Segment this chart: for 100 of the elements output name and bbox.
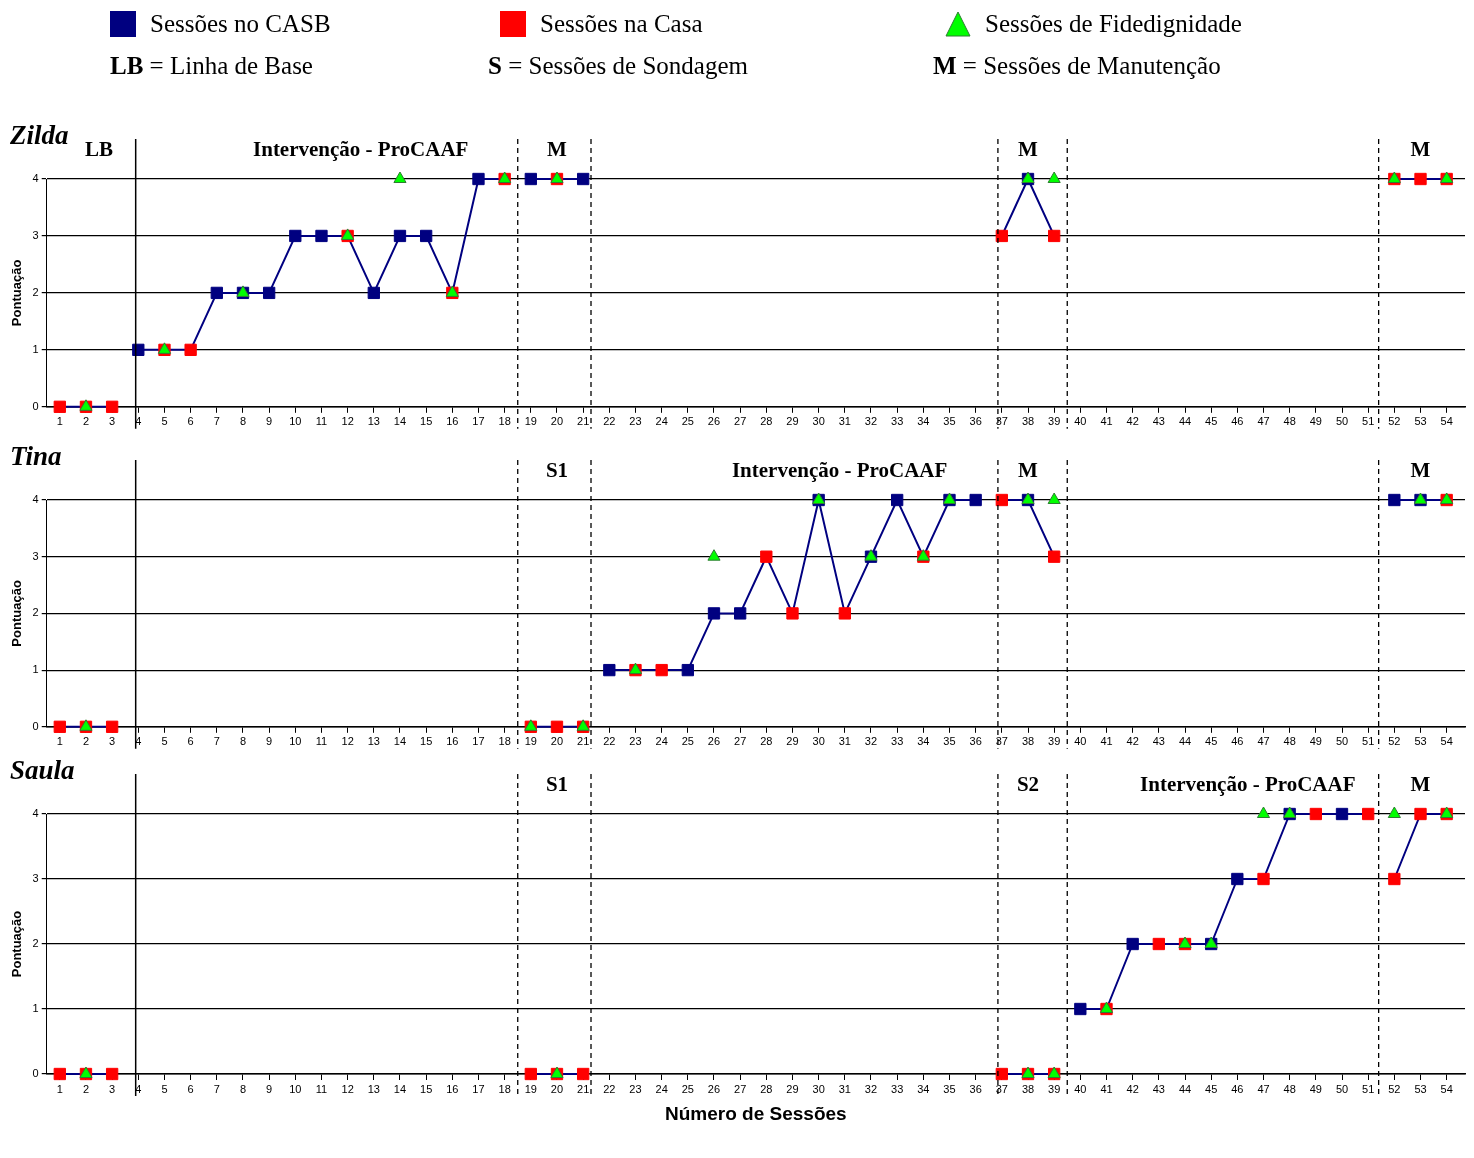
x-tick-label: 51 — [1362, 1082, 1375, 1095]
x-tick-label: 52 — [1388, 735, 1401, 748]
x-tick-label: 27 — [734, 415, 747, 428]
y-axis-title: Pontuação — [9, 580, 25, 647]
x-tick-label: 39 — [1048, 1082, 1061, 1095]
x-tick-label: 14 — [393, 735, 407, 748]
x-tick-label: 18 — [498, 415, 511, 428]
x-tick-label: 2 — [82, 415, 90, 428]
x-tick-label: 19 — [524, 735, 537, 748]
x-tick-label: 16 — [446, 1082, 459, 1095]
x-tick-label: 54 — [1440, 415, 1453, 428]
x-tick-label: 40 — [1074, 415, 1087, 428]
x-tick-label: 44 — [1178, 1082, 1192, 1095]
x-tick-label: 3 — [109, 735, 116, 748]
x-tick-label: 26 — [707, 415, 721, 428]
x-tick-label: 43 — [1152, 1082, 1165, 1095]
x-tick-label: 5 — [161, 1082, 168, 1095]
x-tick-label: 16 — [446, 735, 459, 748]
x-tick-label: 9 — [266, 415, 273, 428]
x-tick-label: 18 — [498, 1082, 511, 1095]
x-tick-label: 32 — [864, 735, 878, 748]
x-tick-label: 18 — [498, 735, 511, 748]
x-tick-label: 8 — [239, 415, 247, 428]
x-tick-label: 23 — [629, 735, 642, 748]
x-tick-label: 2 — [82, 1082, 90, 1095]
x-tick-label: 22 — [603, 415, 616, 428]
x-tick-label: 5 — [161, 415, 168, 428]
y-tick-label: 0 — [32, 399, 39, 412]
chart-title: Tina — [10, 441, 62, 472]
x-tick-label: 8 — [239, 735, 247, 748]
x-tick-label: 35 — [943, 735, 956, 748]
x-tick-label: 9 — [266, 735, 273, 748]
x-tick-label: 32 — [864, 415, 878, 428]
x-tick-label: 12 — [341, 735, 354, 748]
x-tick-label: 31 — [838, 1082, 851, 1095]
x-tick-label: 46 — [1231, 1082, 1244, 1095]
x-tick-label: 21 — [577, 1082, 590, 1095]
x-tick-label: 52 — [1388, 415, 1401, 428]
x-tick-label: 25 — [681, 415, 694, 428]
x-tick-label: 43 — [1152, 415, 1165, 428]
x-tick-label: 28 — [760, 1082, 773, 1095]
x-tick-label: 37 — [995, 1082, 1008, 1095]
x-tick-label: 32 — [864, 1082, 878, 1095]
x-tick-label: 48 — [1283, 1082, 1296, 1095]
x-tick-label: 17 — [472, 415, 485, 428]
x-tick-label: 30 — [812, 415, 825, 428]
x-tick-label: 12 — [341, 415, 354, 428]
x-tick-label: 5 — [161, 735, 168, 748]
x-tick-label: 52 — [1388, 1082, 1401, 1095]
legend-label: Sessões na Casa — [540, 10, 703, 38]
x-tick-label: 6 — [187, 1082, 194, 1095]
x-tick-label: 10 — [289, 415, 302, 428]
x-tick-label: 51 — [1362, 735, 1375, 748]
text: M — [1410, 457, 1431, 482]
x-axis-title: Número de Sessões — [665, 1102, 847, 1124]
x-tick-label: 13 — [367, 1082, 380, 1095]
x-tick-label: 48 — [1283, 415, 1296, 428]
text: Intervenção - ProCAAF — [1140, 771, 1356, 796]
x-tick-label: 40 — [1074, 735, 1087, 748]
x-tick-label: 28 — [760, 735, 773, 748]
x-tick-label: 41 — [1100, 1082, 1113, 1095]
text: LB = Linha de Base — [110, 52, 314, 80]
x-tick-label: 29 — [786, 1082, 799, 1095]
text: M — [547, 136, 568, 161]
x-tick-label: 7 — [213, 1082, 220, 1095]
x-tick-label: 11 — [315, 415, 328, 428]
x-tick-label: 34 — [917, 735, 930, 748]
x-tick-label: 51 — [1362, 415, 1375, 428]
y-tick-label: 3 — [32, 872, 39, 885]
x-tick-label: 3 — [109, 415, 116, 428]
text: Intervenção - ProCAAF — [731, 457, 948, 482]
x-tick-label: 25 — [681, 735, 694, 748]
text: M — [1410, 136, 1431, 161]
x-tick-label: 45 — [1205, 415, 1218, 428]
x-tick-label: 45 — [1205, 1082, 1218, 1095]
x-tick-label: 38 — [1021, 735, 1035, 748]
y-tick-label: 0 — [32, 719, 39, 732]
x-tick-label: 23 — [629, 415, 642, 428]
x-tick-label: 1 — [56, 1082, 63, 1095]
x-tick-label: 24 — [655, 1082, 668, 1095]
x-tick-label: 9 — [266, 1082, 273, 1095]
x-tick-label: 19 — [524, 1082, 537, 1095]
x-tick-label: 10 — [289, 735, 302, 748]
x-tick-label: 39 — [1048, 735, 1061, 748]
x-tick-label: 20 — [550, 415, 564, 428]
x-tick-label: 28 — [760, 415, 773, 428]
x-tick-label: 35 — [943, 415, 956, 428]
x-tick-label: 24 — [655, 415, 668, 428]
x-tick-label: 50 — [1335, 735, 1349, 748]
x-tick-label: 14 — [393, 415, 407, 428]
y-axis-title: Pontuação — [9, 910, 25, 978]
x-tick-label: 11 — [315, 1082, 328, 1095]
y-tick-label: 3 — [32, 549, 39, 562]
x-tick-label: 35 — [943, 1082, 956, 1095]
y-tick-label: 0 — [32, 1067, 39, 1080]
x-tick-label: 6 — [187, 735, 194, 748]
x-tick-label: 8 — [239, 1082, 247, 1095]
x-tick-label: 45 — [1205, 735, 1218, 748]
x-tick-label: 30 — [812, 735, 825, 748]
text: M — [1018, 136, 1039, 161]
